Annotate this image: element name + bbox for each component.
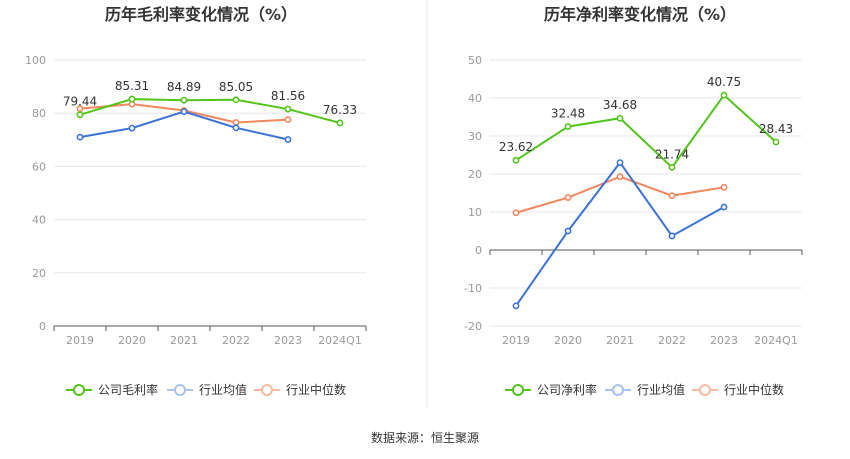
x-tick-label: 2022	[658, 334, 686, 347]
legend-label-industry-avg: 行业均值	[637, 382, 685, 397]
x-tick-label: 2022	[222, 334, 250, 347]
y-tick-label: -20	[464, 320, 482, 333]
legend-item-industry-avg[interactable]: 行业均值	[167, 382, 247, 397]
data-label: 23.62	[499, 140, 533, 154]
data-point-industry-median[interactable]	[512, 209, 520, 217]
legend-item-company[interactable]: 公司净利率	[505, 382, 597, 397]
data-label: 34.68	[603, 98, 637, 112]
data-point-industry-median[interactable]	[284, 116, 292, 123]
data-label: 81.56	[271, 89, 305, 103]
legend-label-company: 公司毛利率	[98, 382, 158, 397]
data-point-company[interactable]	[616, 114, 624, 122]
data-point-company[interactable]	[512, 156, 520, 164]
data-point-industry-median[interactable]	[76, 105, 84, 113]
y-tick-label: 0	[39, 320, 46, 333]
data-point-industry-avg[interactable]	[128, 124, 136, 132]
legend-marker	[512, 384, 524, 396]
data-label: 28.43	[759, 122, 793, 136]
series-line-industry-median	[515, 175, 725, 214]
legend-marker	[261, 384, 273, 396]
y-tick-label: 20	[468, 168, 482, 181]
x-tick-label: 2020	[554, 334, 582, 347]
data-point-industry-avg[interactable]	[512, 302, 520, 310]
data-point-industry-avg[interactable]	[668, 232, 676, 240]
data-point-industry-avg[interactable]	[564, 227, 572, 235]
x-tick-label: 2021	[606, 334, 634, 347]
y-tick-label: 0	[475, 244, 482, 257]
data-point-company[interactable]	[284, 105, 292, 113]
y-tick-label: 40	[468, 92, 482, 105]
legend-marker	[612, 384, 624, 396]
x-tick-label: 2019	[502, 334, 530, 347]
y-tick-label: 30	[468, 130, 482, 143]
legend-item-industry-median[interactable]: 行业中位数	[254, 382, 346, 397]
data-point-industry-avg[interactable]	[284, 136, 292, 143]
net-margin-chart: 历年净利率变化情况（%） -20 -10 0 10 20 30 40 50 2019 2020 20…	[464, 5, 803, 397]
y-tick-label: 10	[468, 206, 482, 219]
data-point-industry-avg[interactable]	[720, 203, 728, 211]
y-tick-label: 20	[32, 267, 46, 280]
legend-label-industry-median: 行业中位数	[286, 382, 346, 397]
x-tick-label: 2019	[66, 334, 94, 347]
x-tick-label: 2024Q1	[318, 334, 362, 347]
data-point-company[interactable]	[180, 96, 188, 104]
data-point-company[interactable]	[336, 119, 344, 127]
data-point-industry-avg[interactable]	[616, 159, 624, 166]
series-line-company	[79, 98, 341, 124]
data-point-company[interactable]	[772, 138, 780, 146]
legend-marker	[174, 384, 186, 396]
series-line-company	[515, 93, 777, 169]
x-tick-label: 2024Q1	[754, 334, 798, 347]
chart-title: 历年毛利率变化情况（%）	[105, 5, 297, 24]
data-point-industry-avg[interactable]	[76, 133, 84, 141]
data-point-industry-avg[interactable]	[180, 108, 188, 116]
legend: 公司净利率 行业均值 行业中位数	[505, 382, 784, 397]
data-point-company[interactable]	[128, 95, 136, 103]
legend-item-industry-avg[interactable]: 行业均值	[605, 382, 685, 397]
data-source: 数据来源：恒生聚源	[371, 430, 479, 445]
legend: 公司毛利率 行业均值 行业中位数	[66, 382, 346, 397]
data-label: 84.89	[167, 80, 201, 94]
data-label: 85.31	[115, 79, 149, 93]
legend-item-company[interactable]: 公司毛利率	[66, 382, 158, 397]
data-point-industry-median[interactable]	[720, 183, 728, 191]
x-tick-label: 2021	[170, 334, 198, 347]
y-tick-label: 100	[25, 54, 46, 67]
series-line-industry-avg	[515, 160, 725, 307]
data-point-industry-median[interactable]	[232, 119, 240, 126]
y-tick-label: 80	[32, 107, 46, 120]
chart-title: 历年净利率变化情况（%）	[544, 5, 736, 24]
legend-item-industry-median[interactable]: 行业中位数	[692, 382, 784, 397]
y-tick-label: -10	[464, 282, 482, 295]
data-point-industry-median[interactable]	[564, 194, 572, 201]
legend-label-industry-median: 行业中位数	[724, 382, 784, 397]
data-point-industry-median[interactable]	[616, 173, 624, 181]
data-point-company[interactable]	[668, 163, 676, 171]
data-label: 21.74	[655, 147, 689, 161]
data-point-company[interactable]	[564, 123, 572, 130]
legend-marker	[699, 384, 711, 396]
gross-margin-chart: 历年毛利率变化情况（%） 0 20 40 60 80 100 2019 2020 2021 202…	[25, 5, 367, 397]
data-label: 32.48	[551, 107, 585, 121]
data-label: 79.44	[63, 95, 97, 109]
x-tick-label: 2023	[274, 334, 302, 347]
legend-label-industry-avg: 行业均值	[199, 382, 247, 397]
y-tick-label: 40	[32, 214, 46, 227]
data-point-industry-avg[interactable]	[232, 124, 240, 132]
data-point-industry-median[interactable]	[668, 192, 676, 200]
y-tick-label: 50	[468, 54, 482, 67]
series-line-industry-avg	[79, 110, 289, 141]
data-label: 76.33	[323, 103, 357, 117]
legend-label-company: 公司净利率	[537, 382, 597, 397]
y-tick-label: 60	[32, 160, 46, 173]
data-label: 40.75	[707, 75, 741, 89]
data-point-company[interactable]	[232, 96, 240, 104]
data-label: 85.05	[219, 80, 253, 94]
legend-marker	[73, 384, 85, 396]
data-point-company[interactable]	[76, 111, 84, 119]
data-point-company[interactable]	[720, 91, 728, 99]
x-tick-label: 2023	[710, 334, 738, 347]
x-tick-label: 2020	[118, 334, 146, 347]
